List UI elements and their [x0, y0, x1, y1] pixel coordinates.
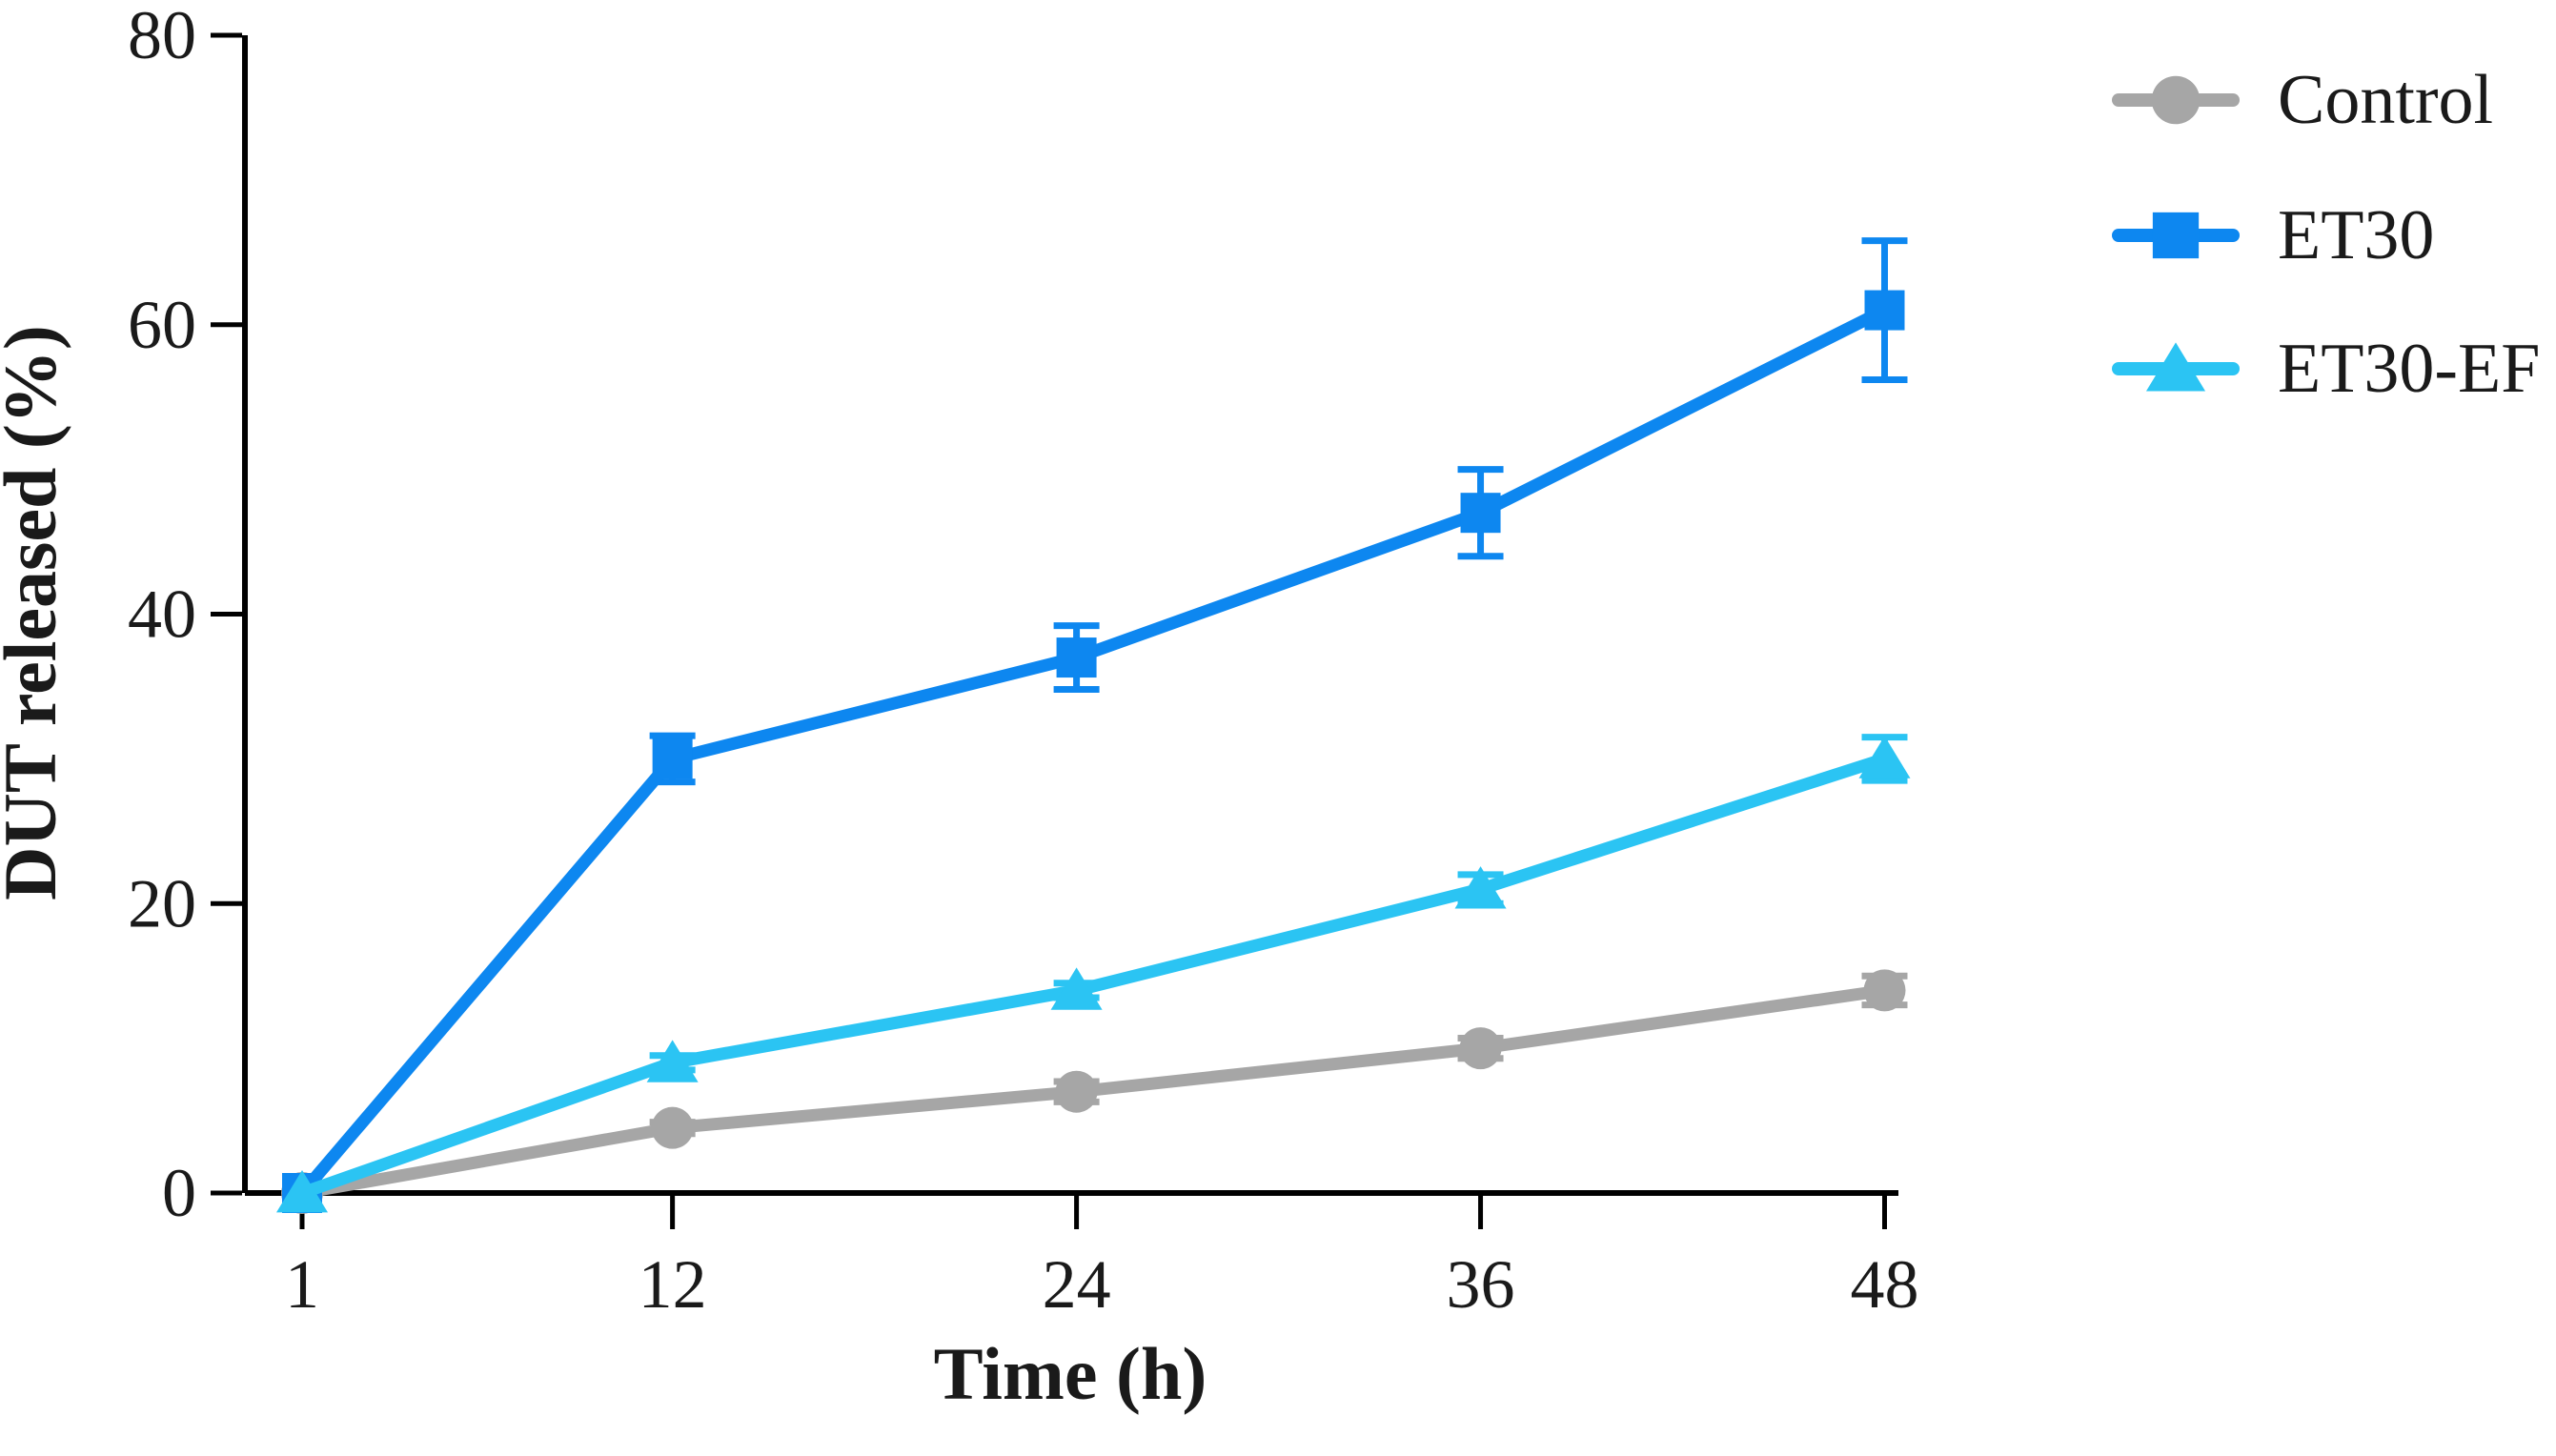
triangle-marker	[1858, 736, 1911, 779]
triangle-marker	[646, 1040, 699, 1082]
x-tick-label: 12	[639, 1246, 707, 1323]
legend-label-control: Control	[2278, 61, 2493, 139]
plot-series	[276, 237, 1911, 1214]
y-tick-label: 60	[128, 287, 196, 363]
y-tick-label: 0	[162, 1155, 196, 1231]
square-marker	[1460, 493, 1501, 534]
square-marker	[1864, 290, 1905, 331]
circle-marker	[1459, 1027, 1502, 1070]
triangle-icon	[2145, 342, 2206, 392]
y-axis-label: DUT released (%)	[0, 325, 71, 900]
et30-ef-legend-marker-icon	[2112, 342, 2240, 392]
control-legend-marker-icon	[2112, 75, 2240, 125]
series-et30-ef	[276, 734, 1911, 1213]
circle-marker	[1863, 969, 1906, 1012]
circle-icon	[2151, 75, 2201, 125]
legend-item-control: Control	[2112, 61, 2493, 139]
legend: Control ET30 ET30-EF	[2112, 61, 2540, 408]
circle-marker	[651, 1106, 694, 1149]
y-tick-label: 80	[128, 0, 196, 73]
y-tick-label: 20	[128, 865, 196, 941]
x-tick-label: 36	[1447, 1246, 1515, 1323]
series-et30	[282, 237, 1908, 1213]
et30-legend-marker-icon	[2112, 212, 2240, 259]
circle-marker	[1055, 1070, 1098, 1113]
series-line	[295, 304, 1891, 1200]
axes: 0 20 40 60 80 1 12 24 36 48	[128, 0, 1919, 1323]
legend-label-et30-ef: ET30-EF	[2278, 330, 2540, 408]
x-tick-label: 48	[1851, 1246, 1919, 1323]
legend-label-et30: ET30	[2278, 196, 2434, 274]
series-control	[281, 969, 1908, 1214]
square-marker	[1056, 637, 1097, 678]
square-marker	[652, 738, 693, 779]
y-tick-label: 40	[128, 576, 196, 653]
legend-item-et30: ET30	[2112, 196, 2434, 274]
x-axis-label: Time (h)	[934, 1332, 1207, 1415]
triangle-marker	[276, 1170, 328, 1213]
triangle-marker	[1050, 967, 1103, 1010]
square-icon	[2152, 212, 2200, 259]
series-line	[295, 752, 1891, 1200]
legend-item-et30-ef: ET30-EF	[2112, 330, 2540, 408]
x-tick-label: 24	[1043, 1246, 1111, 1323]
x-tick-label: 1	[285, 1246, 319, 1323]
triangle-marker	[1454, 866, 1507, 909]
